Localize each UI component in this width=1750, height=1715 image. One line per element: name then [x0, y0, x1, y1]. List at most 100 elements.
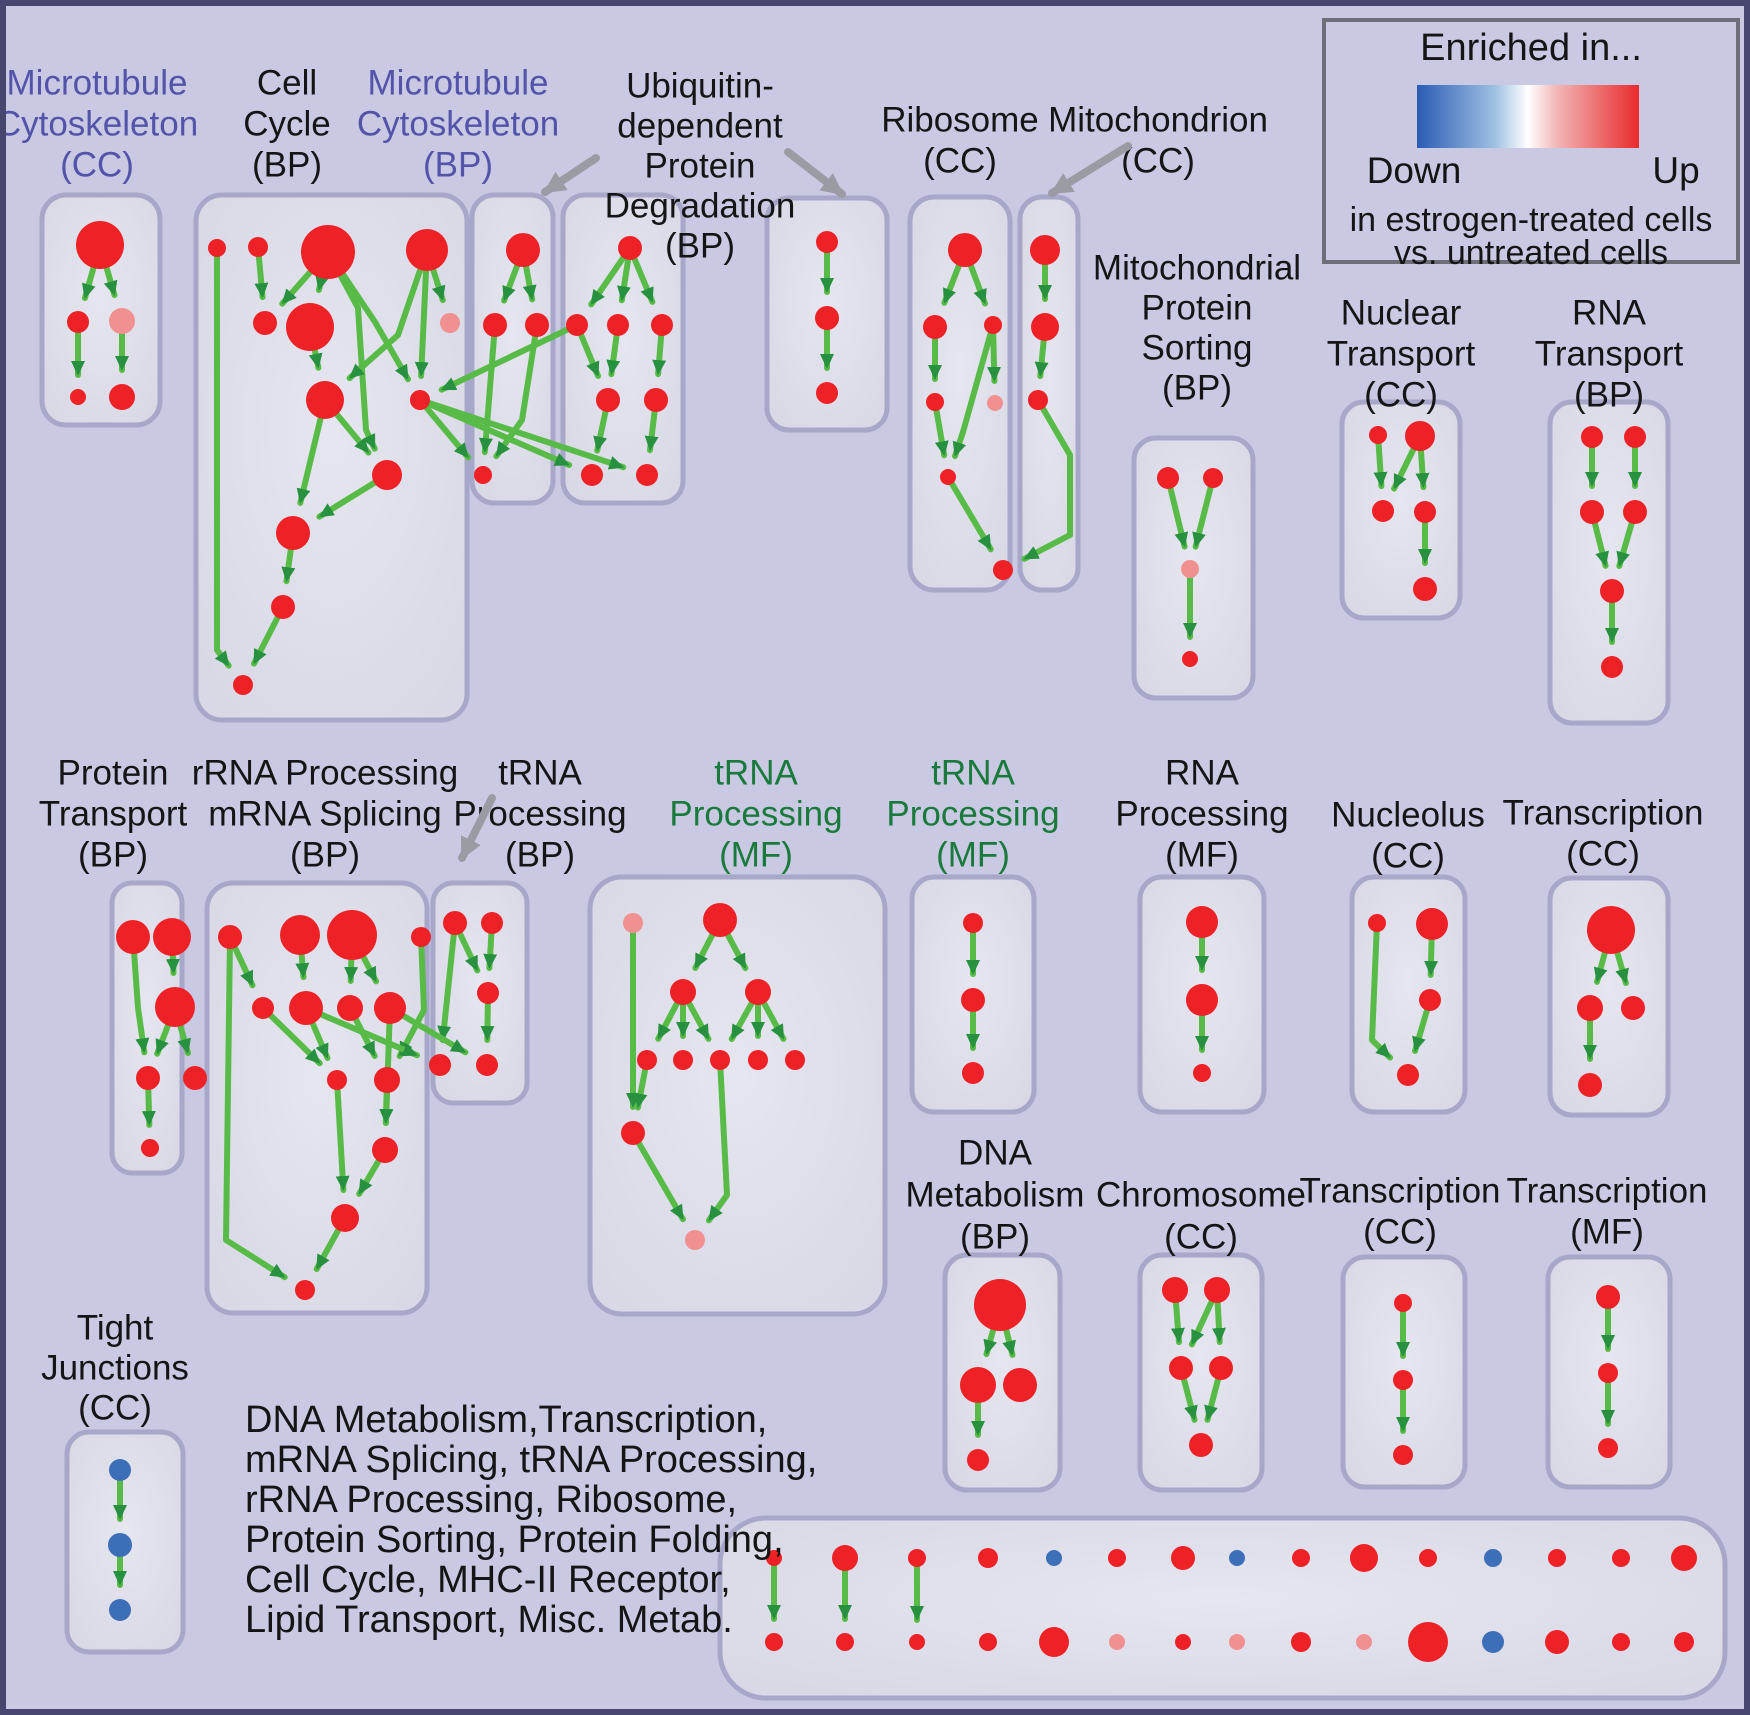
cross-edge-1: [417, 397, 627, 471]
edge-cell-cycle-7: [346, 247, 430, 382]
node-trna-bp-1-red: [481, 912, 503, 934]
node-trna-mf-2-0-red: [963, 913, 983, 933]
edge-ribosome-cc-4: [932, 399, 949, 459]
node-strip-top-7-blue: [1229, 1550, 1245, 1566]
node-microtubule-bp-2-red: [525, 313, 549, 337]
node-trna-bp-3-red: [429, 1054, 451, 1076]
node-trna-mf-1-9-red: [621, 1121, 645, 1145]
node-rna-transport-bp-3-red: [1623, 500, 1647, 524]
edge-rrna-mrna-bp-6: [260, 1005, 323, 1067]
node-strip-bottom-3-red: [979, 1633, 997, 1651]
node-chromosome-cc-3-red: [1209, 1356, 1233, 1380]
node-ubiquitin-bp-4-red: [596, 388, 620, 412]
node-mito-sorting-bp-0-red: [1157, 467, 1179, 489]
node-transcription-cc-2-1-red: [1577, 995, 1603, 1021]
node-nuclear-transport-cc-0-red: [1369, 426, 1387, 444]
node-rna-processing-mf-1-red: [1186, 984, 1218, 1016]
node-dna-metabolism-bp-1-red: [960, 1367, 996, 1403]
cluster-box-bottom-strip: [717, 1515, 1728, 1701]
node-ribosome-cc-5-red: [940, 469, 956, 485]
node-mito-sorting-bp-2-pink: [1181, 560, 1199, 578]
node-protein-transport-bp-2-red: [155, 987, 195, 1027]
node-microtubule-cc-0-red: [76, 221, 124, 269]
node-cell-cycle-6-pink: [440, 313, 460, 333]
node-transcription-cc-2-2-red: [1621, 996, 1645, 1020]
node-strip-top-13-red: [1612, 1549, 1630, 1567]
node-nucleolus-cc-1-red: [1416, 908, 1448, 940]
node-mitochondrion-cc-1-red: [1031, 313, 1059, 341]
node-nuclear-transport-cc-4-red: [1413, 577, 1437, 601]
node-strip-bottom-7-pink: [1229, 1634, 1245, 1650]
label-rrna-mrna: rRNA Processing mRNA Splicing (BP): [192, 753, 458, 874]
label-protein-transport: Protein Transport (BP): [39, 753, 188, 874]
node-protein-transport-bp-5-red: [141, 1139, 159, 1157]
node-strip-bottom-14-red: [1674, 1632, 1694, 1652]
edge-microtubule-bp-3: [493, 322, 540, 460]
legend-subtitle-2: vs. untreated cells: [1394, 234, 1668, 272]
node-dna-metabolism-bp-0-red: [974, 1279, 1026, 1331]
node-microtubule-cc-3-red: [70, 389, 86, 405]
node-strip-bottom-13-red: [1612, 1633, 1630, 1651]
legend: Enriched in... Down Up in estrogen-treated …: [1322, 18, 1740, 272]
label-trna-mf-1: tRNA Processing (MF): [669, 753, 842, 874]
label-microtubule-bp: Microtubule Cytoskeleton (BP): [357, 63, 559, 184]
node-tight-junctions-cc-1-blue: [108, 1533, 132, 1557]
cluster-box-rrna-mrna-bp: [204, 880, 430, 1316]
node-strip-top-1-red: [832, 1545, 858, 1571]
edge-trna-bp-0: [437, 920, 458, 1044]
node-cell-cycle-2-red: [301, 225, 355, 279]
node-ubiquitin-deg-2-2-red: [816, 382, 838, 404]
node-trna-mf-1-8-red: [785, 1050, 805, 1070]
node-ribosome-cc-0-red: [948, 233, 982, 267]
node-protein-transport-bp-4-red: [183, 1066, 207, 1090]
node-strip-bottom-6-red: [1175, 1634, 1191, 1650]
node-trna-bp-4-red: [476, 1054, 498, 1076]
node-cell-cycle-3-red: [406, 229, 448, 271]
node-transcription-cc-2-0-red: [1587, 906, 1635, 954]
node-nuclear-transport-cc-2-red: [1372, 500, 1394, 522]
node-microtubule-cc-4-red: [109, 384, 135, 410]
node-rna-transport-bp-2-red: [1580, 500, 1604, 524]
node-rna-transport-bp-0-red: [1581, 426, 1603, 448]
node-microtubule-cc-2-pink: [109, 308, 135, 334]
node-ribosome-cc-2-red: [984, 316, 1002, 334]
node-ribosome-cc-4-pink: [987, 395, 1003, 411]
node-cell-cycle-4-red: [253, 311, 277, 335]
node-trna-mf-1-2-red: [670, 979, 696, 1005]
node-strip-top-3-red: [978, 1548, 998, 1568]
node-ribosome-cc-1-red: [923, 315, 947, 339]
node-ubiquitin-deg-2-0-red: [816, 231, 838, 253]
node-cell-cycle-8-red: [410, 390, 430, 410]
edge-trna-mf-1-11: [705, 1057, 730, 1224]
edge-rrna-mrna-bp-5: [396, 934, 427, 1060]
node-mitochondrion-cc-2-red: [1028, 390, 1048, 410]
node-rrna-mrna-bp-8-red: [327, 1070, 347, 1090]
node-ubiquitin-bp-6-red: [581, 464, 603, 486]
node-strip-top-14-red: [1671, 1545, 1697, 1571]
node-strip-bottom-11-blue: [1482, 1631, 1504, 1653]
node-ribosome-cc-3-red: [926, 393, 944, 411]
node-protein-transport-bp-0-red: [116, 920, 150, 954]
node-layer: [67, 221, 1697, 1662]
node-strip-top-11-blue: [1484, 1549, 1502, 1567]
annot-arrow-ubiquitin-right: [784, 148, 846, 198]
node-trna-mf-1-1-red: [703, 903, 737, 937]
node-ubiquitin-bp-5-red: [644, 388, 668, 412]
node-transcription-mf-2-red: [1598, 1438, 1618, 1458]
node-mitochondrion-cc-0-red: [1030, 235, 1060, 265]
node-nuclear-transport-cc-3-red: [1414, 501, 1436, 523]
cluster-box-chromosome-cc: [1137, 1252, 1265, 1493]
node-rrna-mrna-bp-0-red: [218, 925, 242, 949]
node-tight-junctions-cc-0-blue: [109, 1459, 131, 1481]
node-protein-transport-bp-3-red: [136, 1066, 160, 1090]
node-rrna-mrna-bp-12-red: [295, 1280, 315, 1300]
misc-enrichment-text: DNA Metabolism,Transcription, mRNA Splici…: [245, 1399, 817, 1641]
node-rna-transport-bp-4-red: [1600, 579, 1624, 603]
node-microtubule-bp-1-red: [483, 313, 507, 337]
label-rna-processing-mf: RNA Processing (MF): [1115, 753, 1288, 874]
edge-ribosome-cc-5: [952, 322, 996, 460]
node-trna-mf-1-3-red: [745, 979, 771, 1005]
label-microtubule-cc: Microtubule Cytoskeleton (CC): [0, 63, 198, 184]
node-strip-bottom-10-red: [1408, 1622, 1448, 1662]
node-protein-transport-bp-1-red: [153, 918, 191, 956]
